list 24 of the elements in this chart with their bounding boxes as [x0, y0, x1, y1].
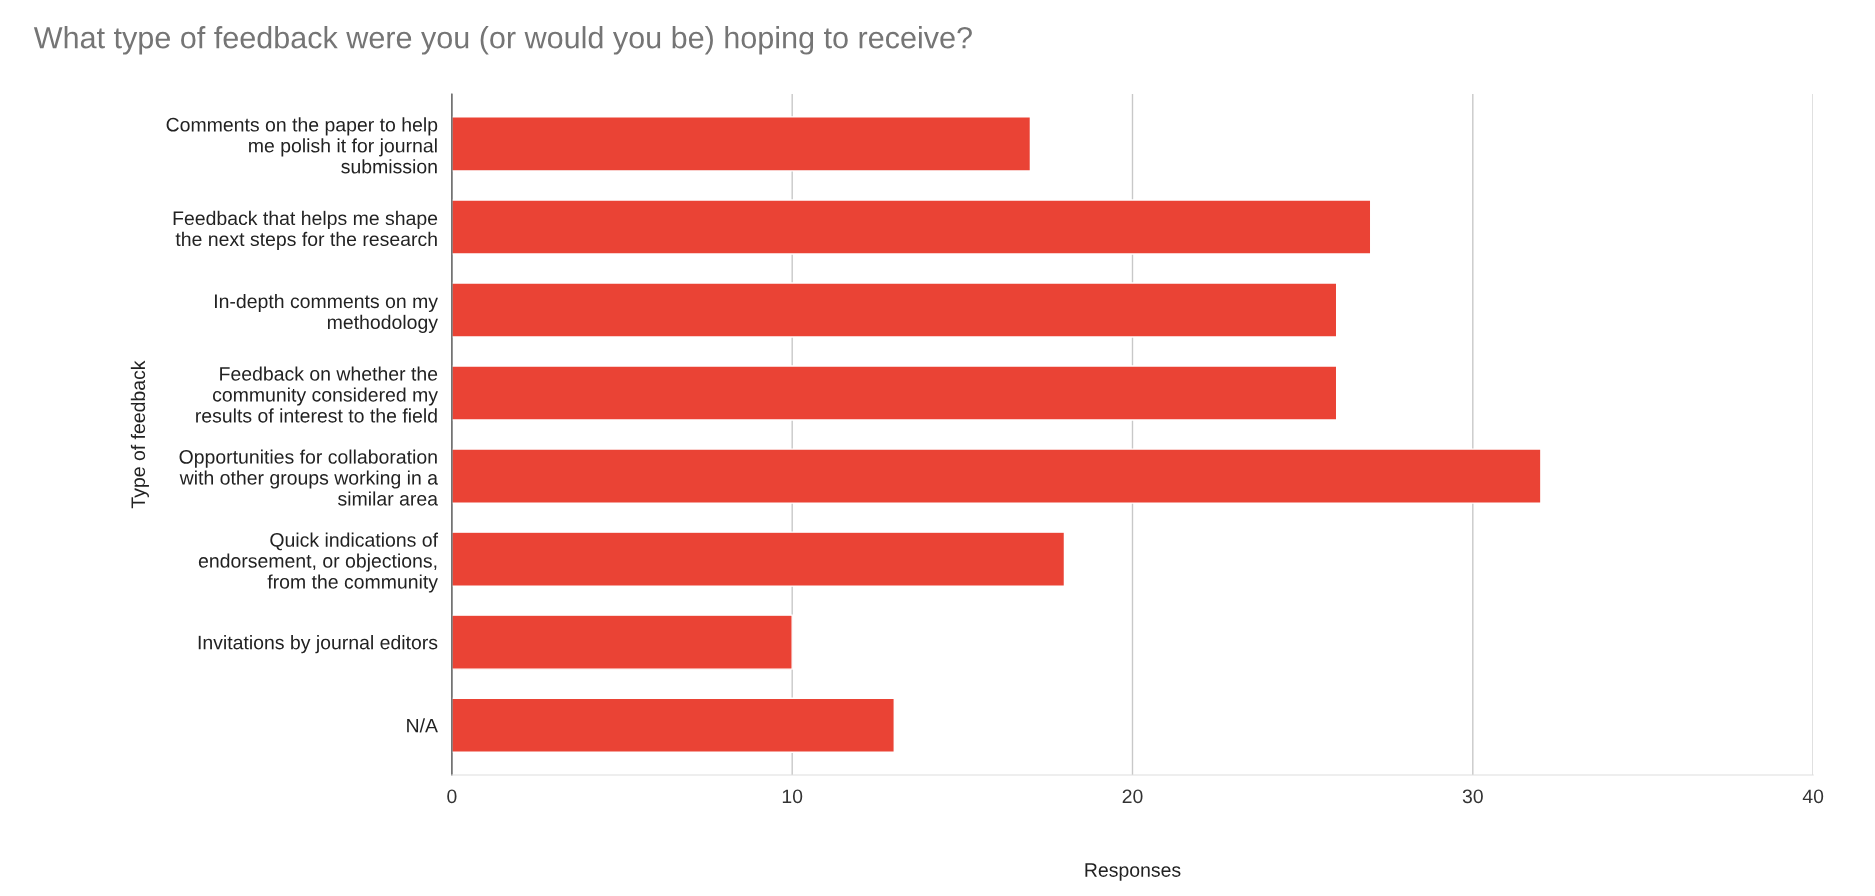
y-tick-label: Quick indications of endorsement, or objections, from the community — [198, 532, 439, 593]
y-tick-label: Opportunities for collaboration with other groups working in a similar area — [179, 449, 438, 506]
bar — [451, 614, 793, 670]
x-tick-label: 0 — [447, 789, 457, 804]
y-tick-label: N/A — [407, 718, 438, 733]
y-tick-label: Feedback on whether the community considered my results of interest to the field — [196, 366, 438, 423]
chart-title: What type of feedback were you (or would you be) hoping to receive? — [33, 26, 972, 55]
x-tick-label: 20 — [1122, 789, 1143, 804]
bar — [451, 365, 1338, 421]
y-axis-title: Type of feedback — [130, 360, 149, 509]
bar — [451, 448, 1542, 504]
bar — [451, 697, 895, 753]
y-tick-label: Comments on the paper to help me polish it for journal submission — [166, 117, 438, 174]
x-tick-label: 30 — [1462, 789, 1483, 804]
x-axis-title: Responses — [1085, 863, 1181, 881]
y-tick-label: Feedback that helps me shape the next steps for the research — [173, 210, 438, 250]
bar — [451, 199, 1372, 255]
bar — [451, 116, 1032, 172]
bar — [451, 282, 1338, 338]
y-tick-label: Invitations by journal editors — [198, 635, 438, 654]
y-tick-label: In-depth comments on my methodology — [215, 293, 438, 333]
x-tick-label: 10 — [782, 789, 803, 804]
bar — [451, 531, 1066, 587]
x-tick-label: 40 — [1802, 789, 1824, 804]
